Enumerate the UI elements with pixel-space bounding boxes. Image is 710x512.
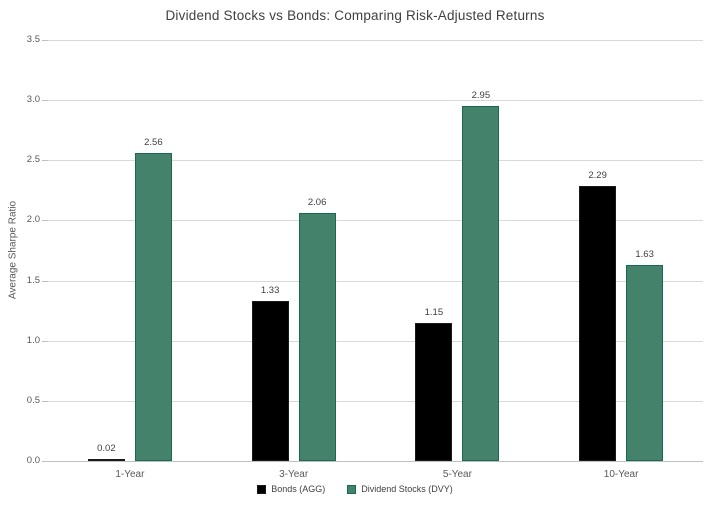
y-tick-label: 2.0 (26, 214, 40, 226)
y-tick-mark (42, 160, 48, 162)
gridline (48, 220, 703, 222)
bar-bonds-agg-1-year (87, 459, 125, 461)
y-tick-mark (42, 400, 48, 402)
legend-label: Bonds (AGG) (271, 484, 326, 494)
bar-dividend-stocks-dvy-1-year (134, 153, 172, 461)
gridline (48, 100, 703, 102)
legend-swatch-icon (257, 484, 267, 494)
bar-value-label: 2.06 (307, 197, 327, 208)
bar-value-label: 2.95 (471, 90, 491, 101)
gridline (48, 400, 703, 402)
bar-bonds-agg-3-year (251, 301, 289, 461)
x-axis-line (48, 461, 703, 462)
y-tick-label: 0.0 (26, 455, 40, 466)
bar-dividend-stocks-dvy-10-year (626, 265, 664, 461)
bar-dividend-stocks-dvy-5-year (462, 106, 500, 461)
legend-item: Bonds (AGG) (257, 484, 325, 494)
y-tick-mark (42, 280, 48, 282)
x-tick-label: 5-Year (442, 469, 472, 480)
y-tick-label: 1.5 (26, 274, 40, 286)
bar-value-label: 2.56 (144, 137, 163, 148)
legend: Bonds (AGG) Dividend Stocks (DVY) (0, 484, 710, 494)
x-tick-label: 1-Year (115, 469, 145, 480)
legend-swatch-icon (347, 484, 357, 494)
bar-bonds-agg-5-year (415, 323, 453, 461)
bar-value-label: 1.15 (424, 307, 444, 318)
legend-item: Dividend Stocks (DVY) (347, 484, 453, 494)
y-tick-mark (42, 40, 48, 41)
bar-value-label: 0.02 (97, 443, 116, 454)
bar-dividend-stocks-dvy-3-year (298, 213, 336, 461)
y-tick-label: 1.0 (26, 334, 40, 346)
x-tick-label: 3-Year (279, 469, 309, 480)
y-tick-label: 3.5 (26, 34, 40, 45)
gridline (48, 40, 703, 41)
y-tick-mark (42, 340, 48, 342)
bar-bonds-agg-10-year (579, 186, 617, 461)
gridline (48, 340, 703, 342)
bar-value-label: 1.63 (635, 249, 654, 260)
legend-label: Dividend Stocks (DVY) (361, 484, 453, 494)
gridline (48, 160, 703, 162)
bar-value-label: 1.33 (260, 285, 280, 296)
chart-title: Dividend Stocks vs Bonds: Comparing Risk… (165, 8, 545, 23)
y-tick-label: 3.0 (26, 94, 40, 106)
y-tick-mark (42, 461, 48, 462)
y-tick-label: 0.5 (26, 394, 40, 406)
y-tick-label: 2.5 (26, 154, 40, 166)
bar-value-label: 2.29 (588, 170, 607, 181)
x-tick-label: 10-Year (603, 469, 639, 480)
y-tick-mark (42, 220, 48, 222)
gridline (48, 280, 703, 282)
y-tick-mark (42, 100, 48, 102)
